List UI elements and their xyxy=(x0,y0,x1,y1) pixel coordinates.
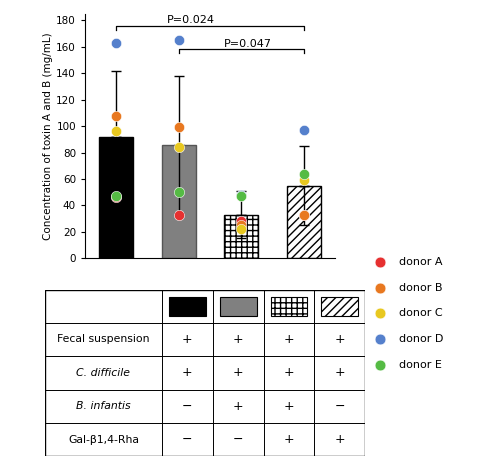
Text: +: + xyxy=(233,333,243,346)
Bar xyxy=(270,297,308,316)
Text: −: − xyxy=(182,400,192,413)
Point xyxy=(376,258,384,266)
Point xyxy=(112,112,120,119)
Point xyxy=(175,189,183,196)
Point xyxy=(175,124,183,131)
Point xyxy=(300,170,308,177)
Bar xyxy=(224,214,258,258)
Text: +: + xyxy=(233,400,243,413)
Bar xyxy=(220,297,256,316)
Text: +: + xyxy=(284,400,294,413)
Bar xyxy=(322,297,358,316)
Text: −: − xyxy=(182,433,192,446)
Text: donor A: donor A xyxy=(398,257,442,267)
Point xyxy=(237,221,245,229)
Text: +: + xyxy=(334,433,345,446)
Text: −: − xyxy=(233,433,243,446)
Point xyxy=(175,211,183,218)
Point xyxy=(300,126,308,134)
Point xyxy=(376,336,384,343)
Point xyxy=(237,225,245,233)
Text: +: + xyxy=(284,433,294,446)
Text: B. infantis: B. infantis xyxy=(76,401,130,411)
Bar xyxy=(169,297,205,316)
Point xyxy=(112,39,120,47)
Bar xyxy=(162,145,196,258)
Text: donor B: donor B xyxy=(398,283,442,293)
Point xyxy=(175,143,183,151)
Point xyxy=(237,218,245,225)
Text: donor D: donor D xyxy=(398,334,443,344)
Point xyxy=(237,192,245,200)
Text: +: + xyxy=(334,333,345,346)
Point xyxy=(112,128,120,135)
Text: Fecal suspension: Fecal suspension xyxy=(57,335,150,344)
Point xyxy=(175,36,183,44)
Text: donor C: donor C xyxy=(398,308,442,319)
Point xyxy=(376,310,384,317)
Text: +: + xyxy=(334,366,345,379)
Bar xyxy=(286,185,321,258)
Text: +: + xyxy=(284,333,294,346)
Point xyxy=(112,192,120,200)
Point xyxy=(300,211,308,218)
Text: +: + xyxy=(284,366,294,379)
Bar xyxy=(99,136,134,258)
Text: −: − xyxy=(334,400,345,413)
Point xyxy=(237,191,245,198)
Point xyxy=(376,361,384,369)
Text: +: + xyxy=(233,366,243,379)
Point xyxy=(376,284,384,291)
Y-axis label: Concentration of toxin A and B (mg/mL): Concentration of toxin A and B (mg/mL) xyxy=(44,32,54,240)
Point xyxy=(300,177,308,184)
Point xyxy=(300,211,308,218)
Text: P=0.047: P=0.047 xyxy=(224,39,272,49)
Text: +: + xyxy=(182,366,192,379)
Point xyxy=(112,194,120,201)
Text: donor E: donor E xyxy=(398,360,442,370)
Text: Gal-β1,4-Rha: Gal-β1,4-Rha xyxy=(68,435,139,444)
Text: P=0.024: P=0.024 xyxy=(167,15,215,25)
Text: +: + xyxy=(182,333,192,346)
Text: C. difficile: C. difficile xyxy=(76,368,130,378)
